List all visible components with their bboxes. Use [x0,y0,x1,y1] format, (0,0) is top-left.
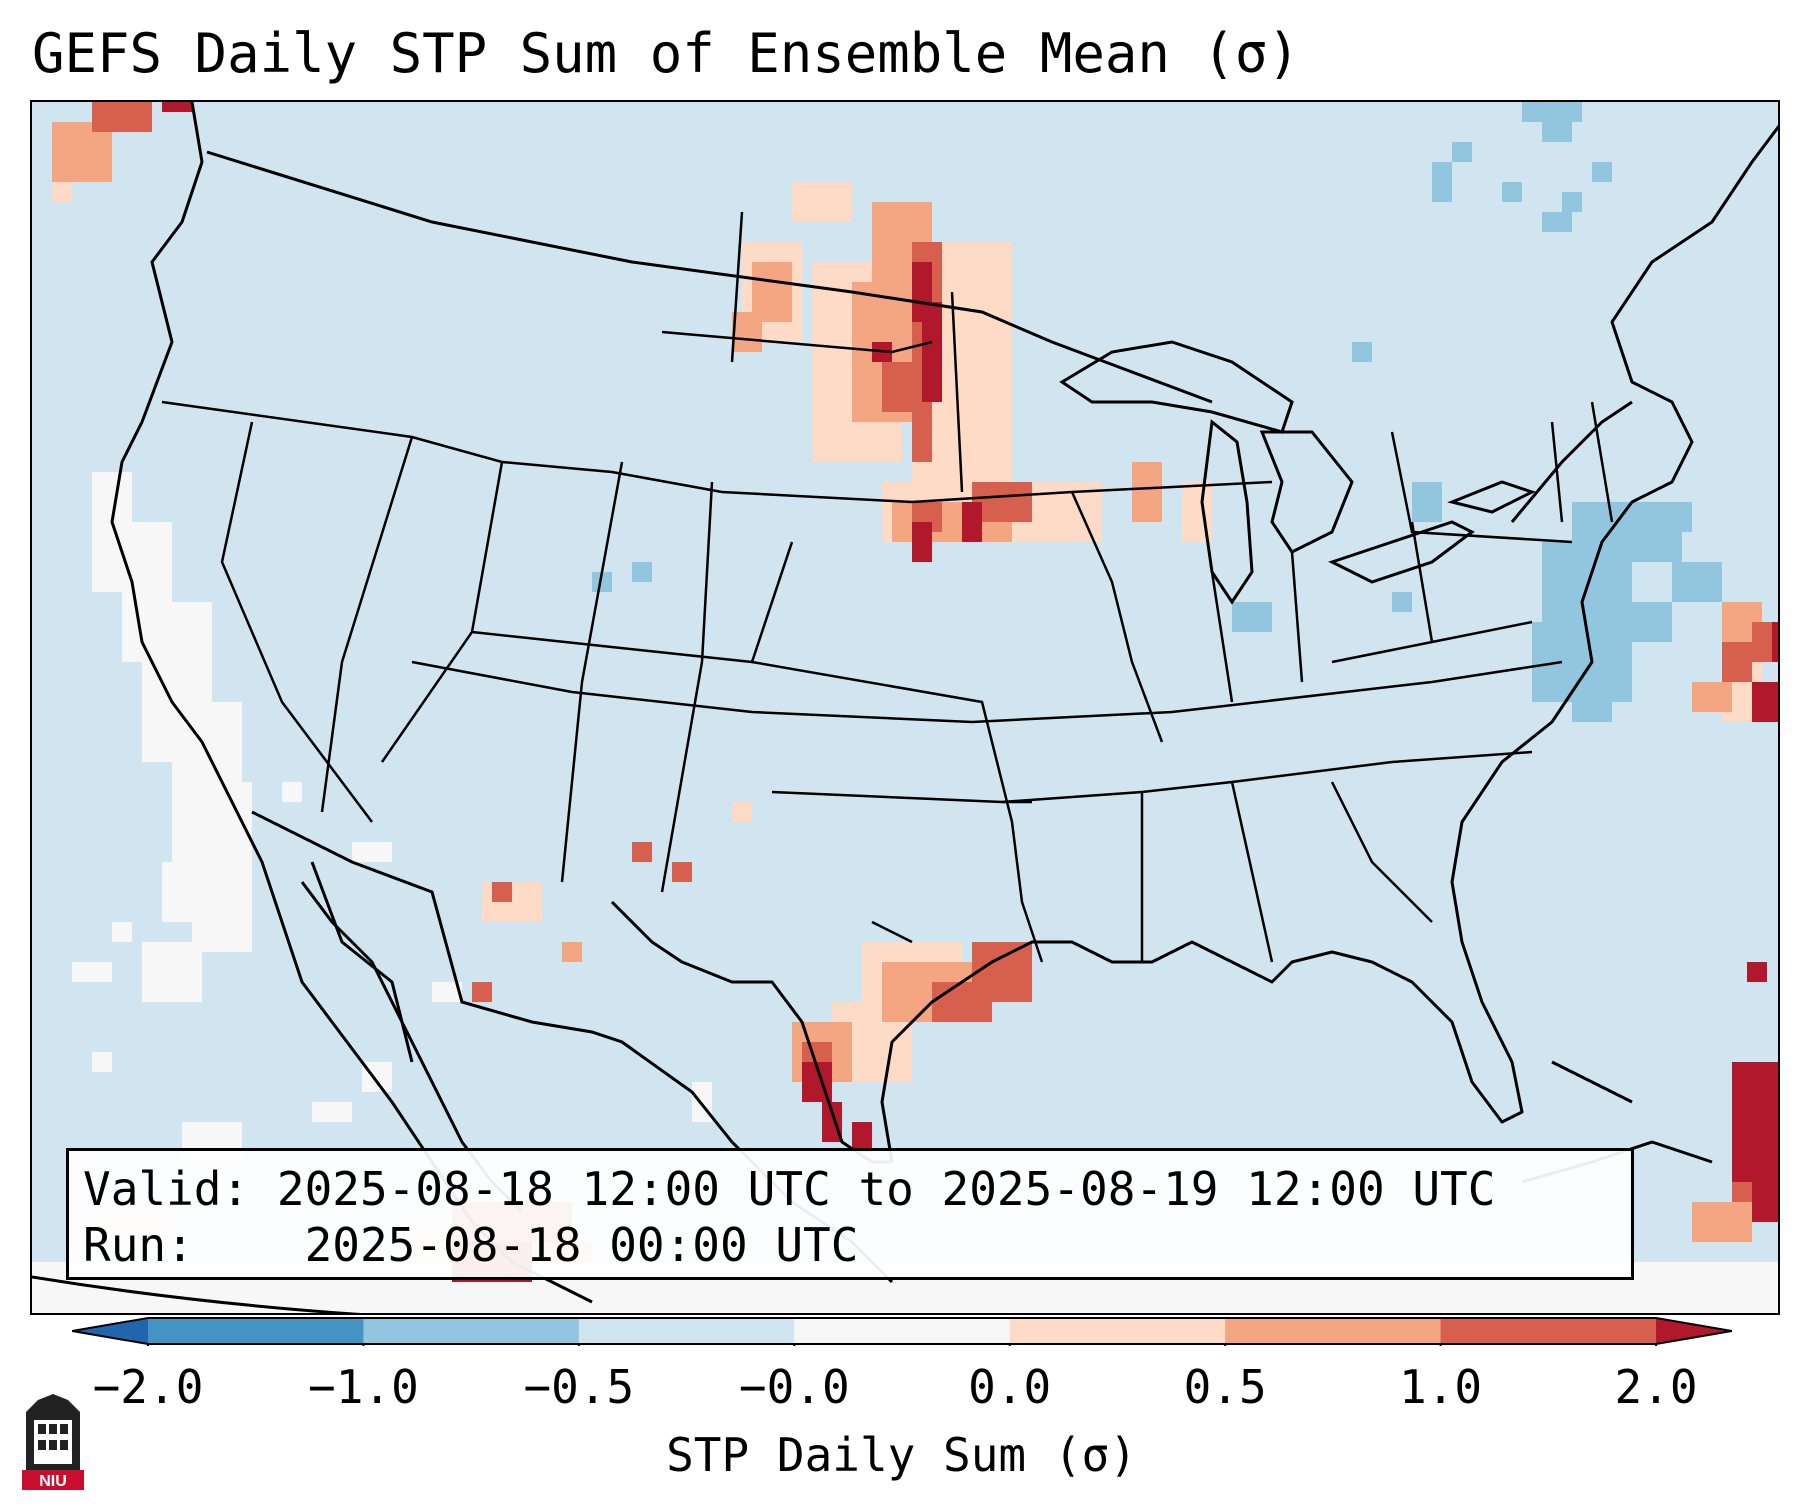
university-logo-icon: NIU [22,1394,84,1490]
colorbar-tick-label: 1.0 [1399,1360,1483,1414]
stp-anomaly-map [32,102,1778,1313]
run-time-line: Run: 2025-08-18 00:00 UTC [83,1217,1617,1273]
chart-title: GEFS Daily STP Sum of Ensemble Mean (σ) [32,22,1300,85]
colorbar-tick-label: −1.0 [308,1360,419,1414]
valid-time-text: 2025-08-18 12:00 UTC to 2025-08-19 12:00… [276,1162,1496,1216]
neutral-cells [32,472,1778,1313]
colorbar-tick-label: −0.0 [738,1360,850,1414]
run-time-text: 2025-08-18 00:00 UTC [304,1218,859,1272]
logo-text: NIU [39,1473,67,1490]
state-borders [161,211,1614,963]
map-panel [30,100,1780,1315]
strong-positive-cells [92,102,1778,1242]
colorbar-tick-label: 0.0 [968,1360,1052,1414]
colorbar-extend-high [1656,1318,1732,1344]
valid-time-line: Valid: 2025-08-18 12:00 UTC to 2025-08-1… [83,1161,1617,1217]
colorbar-segment [148,1318,364,1344]
colorbar [72,1317,1732,1346]
colorbar-segment [1009,1318,1226,1344]
medium-positive-cells [52,122,1762,1262]
colorbar-tick-label: 2.0 [1614,1360,1698,1414]
colorbar-tick-label: −2.0 [92,1360,204,1414]
colorbar-label: STP Daily Sum (σ) [666,1428,1137,1482]
valid-run-info-box: Valid: 2025-08-18 12:00 UTC to 2025-08-1… [66,1148,1634,1280]
colorbar-extend-low [72,1318,148,1344]
colorbar-tick-label: −0.5 [523,1360,635,1414]
colorbar-segment [1440,1318,1657,1344]
colorbar-segment [794,1318,1011,1344]
colorbar-segment [578,1318,795,1344]
colorbar-segments [72,1318,1732,1344]
colorbar-tick-label: 0.5 [1183,1360,1267,1414]
colorbar-segment [1225,1318,1442,1344]
great-lakes [1059,340,1536,605]
colorbar-tick-marks [147,1344,1657,1346]
negative-cells [592,102,1722,722]
valid-label: Valid: [83,1162,250,1216]
colorbar-segment [363,1318,580,1344]
run-label: Run: [83,1218,194,1272]
